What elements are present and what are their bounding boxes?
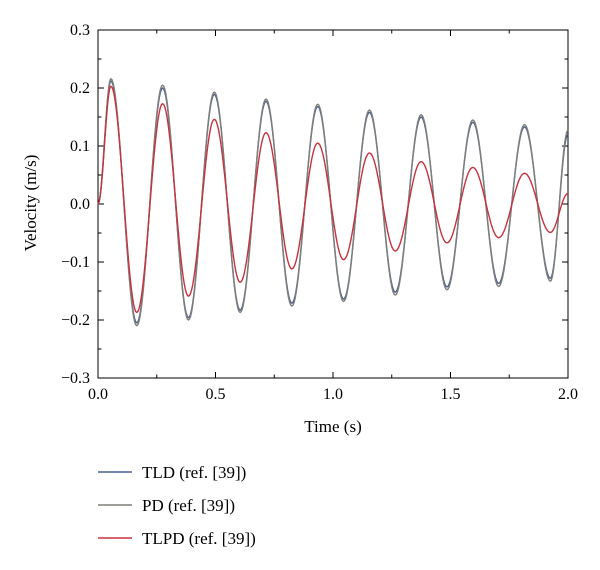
- x-tick-label: 1.0: [323, 386, 343, 403]
- plot-border: [97, 29, 569, 379]
- y-tick-label: 0.2: [70, 80, 90, 97]
- y-axis-label: Velocity (m/s): [21, 155, 40, 252]
- series-lines: [97, 78, 569, 327]
- series-line-3: [97, 85, 569, 314]
- x-tick-label: 1.5: [441, 386, 461, 403]
- tick-labels: 0.0 0.5 1.0 1.5 2.0 −0.3 −0.2 −0.1 0.0 0.1 0.2 0.3: [61, 22, 578, 403]
- legend: TLD (ref. [39]) PD (ref. [39]) TLPD (ref. …: [98, 463, 256, 548]
- y-tick-label: 0.3: [70, 22, 90, 39]
- y-tick-label: 0.0: [70, 196, 90, 213]
- legend-label: PD (ref. [39]): [142, 496, 235, 515]
- x-tick-label: 0.5: [206, 386, 226, 403]
- plot-frame: [97, 29, 569, 379]
- series-line-2: [97, 78, 569, 327]
- x-axis-label: Time (s): [304, 417, 361, 436]
- y-tick-label: −0.2: [61, 312, 90, 329]
- y-tick-label: 0.1: [70, 138, 90, 155]
- y-tick-label: −0.1: [61, 254, 90, 271]
- x-tick-label: 2.0: [558, 386, 578, 403]
- axis-ticks: [97, 29, 569, 379]
- x-tick-label: 0.0: [88, 386, 108, 403]
- y-tick-label: −0.3: [61, 370, 90, 387]
- legend-label: TLPD (ref. [39]): [142, 529, 256, 548]
- legend-label: TLD (ref. [39]): [142, 463, 246, 482]
